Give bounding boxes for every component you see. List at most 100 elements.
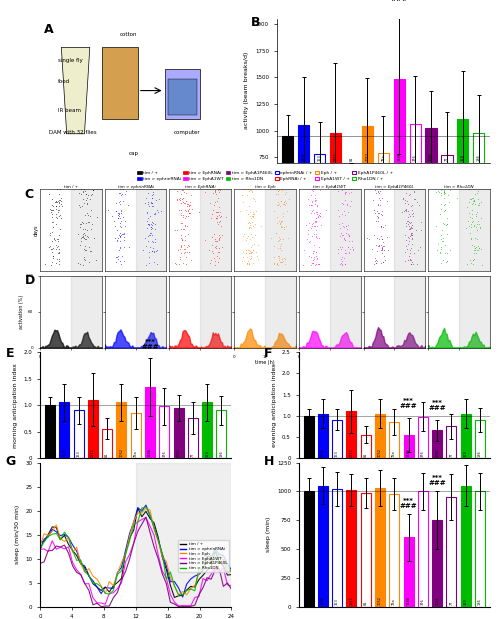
Text: 77: 77 <box>450 600 454 605</box>
Point <box>378 248 386 258</box>
Point <box>180 212 188 222</box>
Bar <box>446 426 456 458</box>
Point <box>154 207 162 217</box>
Point <box>468 240 476 249</box>
Point <box>82 210 90 220</box>
Point <box>242 248 250 258</box>
Point <box>53 235 61 245</box>
Point <box>305 219 313 228</box>
Point <box>210 188 218 198</box>
Point <box>404 219 412 228</box>
Point <box>216 217 224 227</box>
Point <box>246 222 254 232</box>
Point <box>477 214 485 223</box>
Point <box>214 257 222 267</box>
Point <box>56 224 64 234</box>
Point <box>276 216 283 226</box>
Point <box>344 236 352 246</box>
Point <box>218 230 226 240</box>
Point <box>274 260 282 270</box>
Point <box>212 243 220 253</box>
Point <box>112 257 120 267</box>
Point <box>175 194 183 204</box>
Point <box>278 254 285 264</box>
Point <box>186 199 194 209</box>
Point <box>407 228 415 238</box>
Text: 2311: 2311 <box>350 448 354 457</box>
Point <box>185 248 193 258</box>
Point <box>79 224 87 234</box>
Point <box>273 259 281 269</box>
Bar <box>164 69 200 119</box>
Point <box>248 211 256 221</box>
Point <box>80 198 88 208</box>
Point <box>87 246 95 256</box>
Bar <box>475 420 485 458</box>
Y-axis label: activity (beam breaks/d): activity (beam breaks/d) <box>244 52 250 129</box>
Point <box>282 222 290 232</box>
Point <box>180 197 188 207</box>
Point <box>118 251 126 261</box>
Point <box>308 258 316 267</box>
Point <box>308 197 316 207</box>
Point <box>478 260 486 270</box>
Point <box>186 208 194 218</box>
Point <box>79 194 87 204</box>
Point <box>55 244 63 254</box>
Point <box>146 219 154 228</box>
Point <box>342 248 350 258</box>
Point <box>246 201 254 211</box>
Point <box>443 219 451 228</box>
Point <box>114 209 122 219</box>
Point <box>338 230 346 240</box>
Point <box>345 248 353 258</box>
Point <box>277 222 285 232</box>
Point <box>340 234 348 244</box>
Point <box>462 259 470 269</box>
Point <box>342 235 349 245</box>
Point <box>314 211 322 221</box>
Point <box>341 259 349 269</box>
Text: 1488: 1488 <box>148 448 152 457</box>
Point <box>338 209 345 219</box>
Point <box>181 247 189 257</box>
Point <box>149 218 157 228</box>
Point <box>272 212 280 222</box>
Point <box>247 183 255 193</box>
Point <box>340 248 348 258</box>
Point <box>298 260 306 270</box>
Point <box>465 221 473 231</box>
Point <box>48 236 56 246</box>
Text: cotton: cotton <box>120 32 138 37</box>
Point <box>347 184 355 194</box>
Point <box>344 207 352 217</box>
Point <box>401 195 409 205</box>
Point <box>196 207 203 217</box>
Point <box>184 206 192 216</box>
Point <box>474 200 482 210</box>
Point <box>250 209 258 219</box>
Point <box>372 188 380 198</box>
Point <box>374 213 382 223</box>
Point <box>208 209 216 219</box>
Point <box>185 208 193 218</box>
Point <box>313 254 321 264</box>
Point <box>78 218 86 228</box>
Point <box>372 209 380 219</box>
Point <box>404 182 412 192</box>
Point <box>405 251 413 261</box>
Point <box>178 194 186 204</box>
Point <box>405 221 413 231</box>
Point <box>244 182 252 192</box>
Point <box>53 182 61 192</box>
Point <box>343 224 351 234</box>
Point <box>148 246 156 256</box>
Point <box>470 196 478 206</box>
Point <box>342 220 350 230</box>
Text: F: F <box>264 347 272 360</box>
Point <box>88 184 96 194</box>
Point <box>281 199 289 209</box>
Point <box>238 256 246 266</box>
Point <box>176 193 184 203</box>
Point <box>250 240 258 249</box>
